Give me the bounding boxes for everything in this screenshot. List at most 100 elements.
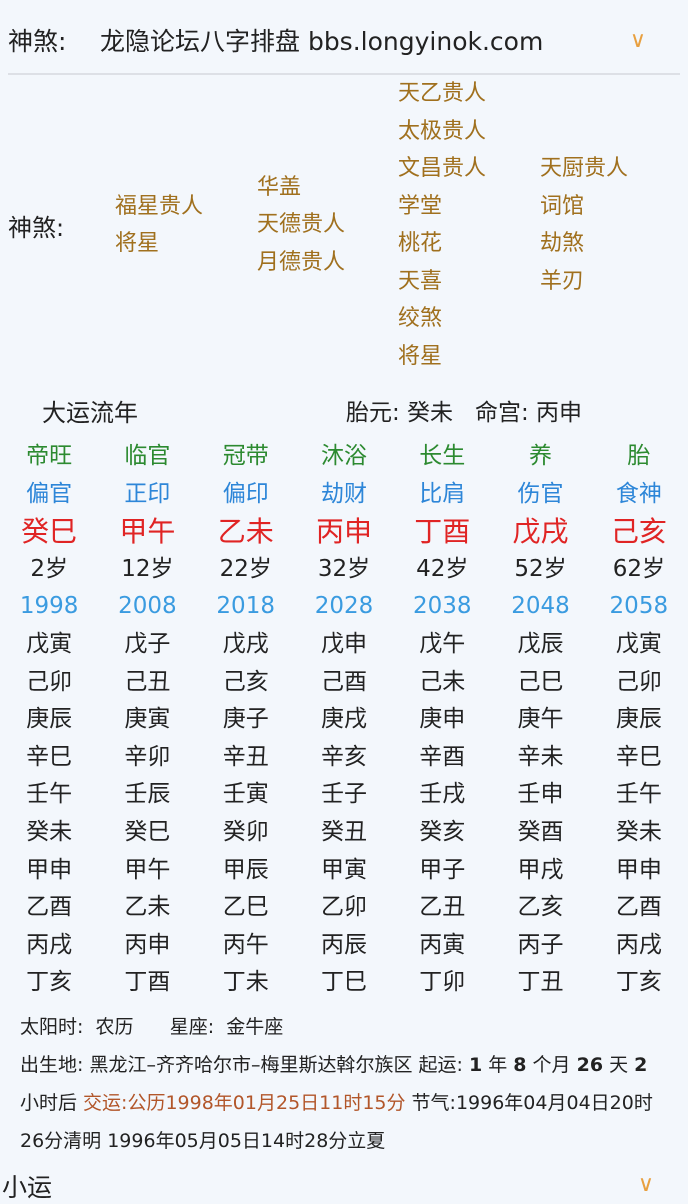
dayun-column[interactable]: 胎食神 己亥 62岁 2058 戊寅 己卯 庚辰 辛巳 壬午 癸未 甲申 乙酉 丙戌 丁亥 bbox=[590, 438, 688, 1002]
dayun-column[interactable]: 沐浴 劫财 丙申 32岁 2028 戊申 己酉 庚戌 辛亥 壬子 癸丑 甲寅 乙卯 丙辰 丁巳 bbox=[295, 438, 393, 1002]
shensha-item: 绞煞 bbox=[398, 306, 443, 331]
liunian-item[interactable]: 壬申 bbox=[517, 781, 564, 808]
liunian-item[interactable]: 戊寅 bbox=[615, 630, 662, 657]
liunian-item[interactable]: 壬子 bbox=[320, 781, 367, 808]
liunian-item[interactable]: 丙戌 bbox=[26, 931, 73, 958]
dayun-column[interactable]: 养伤官 戊戌 52岁 2048 戊辰 己巳 庚午 辛未 壬申 癸酉 甲戌 乙亥 丙子 丁丑 bbox=[491, 438, 589, 1002]
liunian-item[interactable]: 己巳 bbox=[517, 668, 564, 695]
dayun-column[interactable]: 冠带 偏印 乙未 22岁 2018 戊戌 己亥 庚子 辛丑 壬寅 癸卯 甲辰 乙巳 丙午 丁未 bbox=[197, 438, 295, 1002]
liunian-item[interactable]: 辛酉 bbox=[419, 743, 466, 770]
shensha-item: 天乙贵人 bbox=[398, 81, 487, 106]
liunian-item[interactable]: 丁丑 bbox=[517, 969, 564, 996]
liunian-item[interactable]: 癸亥 bbox=[419, 818, 466, 845]
dayun-year: 1998 bbox=[19, 593, 79, 620]
dayun-age: 2岁 bbox=[30, 555, 68, 582]
liunian-item[interactable]: 戊子 bbox=[124, 630, 171, 657]
dayun-god: 偏印 bbox=[222, 480, 269, 507]
dayun-age: 12岁 bbox=[121, 555, 174, 582]
liunian-item[interactable]: 丁卯 bbox=[419, 969, 466, 996]
liunian-item[interactable]: 庚申 bbox=[419, 706, 466, 733]
liunian-item[interactable]: 庚辰 bbox=[26, 706, 73, 733]
liunian-item[interactable]: 庚戌 bbox=[320, 706, 367, 733]
liunian-item[interactable]: 丁未 bbox=[222, 969, 269, 996]
liunian-item[interactable]: 辛卯 bbox=[124, 743, 171, 770]
liunian-item[interactable]: 丁亥 bbox=[615, 969, 662, 996]
liunian-item[interactable]: 己卯 bbox=[615, 668, 662, 695]
shensha-item: 学堂 bbox=[398, 193, 443, 219]
dayun-age: 42岁 bbox=[416, 555, 469, 582]
liunian-item[interactable]: 乙亥 bbox=[517, 894, 564, 921]
shensha-header[interactable]: 神煞: 龙隐论坛八字排盘 bbs.longyinok.com ∨ bbox=[8, 22, 680, 58]
chevron-down-icon[interactable]: ∨ bbox=[637, 1172, 654, 1197]
dayun-grid: 帝旺 偏官 癸巳 2岁 1998 戊寅 己卯 庚辰 辛巳 壬午 癸未 甲申 乙酉 丙戌 丁亥 临官 正印 甲午 12… bbox=[0, 438, 688, 1002]
dayun-year: 2038 bbox=[412, 593, 472, 620]
shensha-item: 桃花 bbox=[398, 231, 443, 256]
liunian-item[interactable]: 壬午 bbox=[615, 781, 662, 808]
liunian-item[interactable]: 甲寅 bbox=[320, 856, 367, 883]
liunian-item[interactable]: 戊申 bbox=[320, 630, 367, 657]
liunian-item[interactable]: 辛丑 bbox=[222, 743, 269, 770]
liunian-item[interactable]: 丁亥 bbox=[26, 969, 73, 996]
liunian-item[interactable]: 乙未 bbox=[124, 894, 171, 921]
liunian-item[interactable]: 癸未 bbox=[615, 818, 662, 845]
liunian-item[interactable]: 己丑 bbox=[124, 668, 171, 695]
liunian-item[interactable]: 乙酉 bbox=[615, 894, 662, 921]
liunian-item[interactable]: 丙戌 bbox=[615, 931, 662, 958]
liunian-item[interactable]: 己未 bbox=[419, 668, 466, 695]
liunian-item[interactable]: 甲午 bbox=[124, 856, 171, 883]
liunian-item[interactable]: 庚子 bbox=[222, 706, 269, 733]
unit: 小时后 bbox=[20, 1092, 84, 1114]
taiyuan: 胎元: 癸未 bbox=[346, 400, 454, 426]
liunian-item[interactable]: 壬午 bbox=[26, 781, 73, 808]
liunian-item[interactable]: 丙辰 bbox=[320, 931, 367, 958]
liunian-item[interactable]: 戊寅 bbox=[26, 630, 73, 657]
liunian-item[interactable]: 戊辰 bbox=[517, 630, 564, 657]
liunian-item[interactable]: 辛巳 bbox=[615, 743, 662, 770]
liunian-item[interactable]: 乙卯 bbox=[320, 894, 367, 921]
liunian-item[interactable]: 辛亥 bbox=[320, 743, 367, 770]
liunian-item[interactable]: 丙寅 bbox=[419, 931, 466, 958]
dayun-column[interactable]: 帝旺 偏官 癸巳 2岁 1998 戊寅 己卯 庚辰 辛巳 壬午 癸未 甲申 乙酉 丙戌 丁亥 bbox=[0, 438, 98, 1002]
liunian-item[interactable]: 甲戌 bbox=[517, 856, 564, 883]
xiaoyun-section[interactable]: 小运 bbox=[2, 1168, 52, 1204]
dayun-column[interactable]: 长生 比肩 丁酉 42岁 2038 戊午 己未 庚申 辛酉 壬戌 癸亥 甲子 乙丑 丙寅 丁卯 bbox=[393, 438, 491, 1002]
liunian-item[interactable]: 戊午 bbox=[419, 630, 466, 657]
liunian-item[interactable]: 壬寅 bbox=[222, 781, 269, 808]
liunian-item[interactable]: 癸丑 bbox=[320, 818, 367, 845]
dayun-pillar: 丙申 bbox=[315, 515, 372, 549]
liunian-item[interactable]: 丙申 bbox=[124, 931, 171, 958]
liunian-item[interactable]: 丁巳 bbox=[320, 969, 367, 996]
dayun-pillar: 癸巳 bbox=[21, 515, 78, 549]
liunian-item[interactable]: 己卯 bbox=[26, 668, 73, 695]
liunian-item[interactable]: 丙午 bbox=[222, 931, 269, 958]
liunian-item[interactable]: 癸巳 bbox=[124, 818, 171, 845]
liunian-item[interactable]: 庚辰 bbox=[615, 706, 662, 733]
dayun-god: 食神 bbox=[615, 480, 662, 507]
liunian-item[interactable]: 癸未 bbox=[26, 818, 73, 845]
header-title: 龙隐论坛八字排盘 bbs.longyinok.com bbox=[100, 27, 544, 56]
liunian-item[interactable]: 壬辰 bbox=[124, 781, 171, 808]
liunian-item[interactable]: 甲申 bbox=[26, 856, 73, 883]
liunian-item[interactable]: 甲辰 bbox=[222, 856, 269, 883]
liunian-item[interactable]: 丁酉 bbox=[124, 969, 171, 996]
chevron-down-icon[interactable]: ∨ bbox=[629, 27, 646, 53]
liunian-item[interactable]: 甲申 bbox=[615, 856, 662, 883]
liunian-item[interactable]: 己酉 bbox=[320, 668, 367, 695]
liunian-item[interactable]: 丙子 bbox=[517, 931, 564, 958]
liunian-item[interactable]: 乙巳 bbox=[222, 894, 269, 921]
liunian-item[interactable]: 戊戌 bbox=[222, 630, 269, 657]
liunian-item[interactable]: 庚寅 bbox=[124, 706, 171, 733]
liunian-item[interactable]: 乙丑 bbox=[419, 894, 466, 921]
liunian-item[interactable]: 癸酉 bbox=[517, 818, 564, 845]
liunian-item[interactable]: 乙酉 bbox=[26, 894, 73, 921]
liunian-item[interactable]: 辛巳 bbox=[26, 743, 73, 770]
liunian-item[interactable]: 甲子 bbox=[419, 856, 466, 883]
liunian-item[interactable]: 己亥 bbox=[222, 668, 269, 695]
liunian-item[interactable]: 庚午 bbox=[517, 706, 564, 733]
dayun-column[interactable]: 临官 正印 甲午 12岁 2008 戊子 己丑 庚寅 辛卯 壬辰 癸巳 甲午 乙未 丙申 丁酉 bbox=[98, 438, 196, 1002]
liunian-item[interactable]: 癸卯 bbox=[222, 818, 269, 845]
liunian-item[interactable]: 辛未 bbox=[517, 743, 564, 770]
shensha-column: 天乙贵人 太极贵人 文昌贵人 学堂 桃花 天喜 绞煞 将星 bbox=[398, 75, 486, 375]
dayun-pillar: 丁酉 bbox=[414, 515, 471, 549]
liunian-item[interactable]: 壬戌 bbox=[419, 781, 466, 808]
